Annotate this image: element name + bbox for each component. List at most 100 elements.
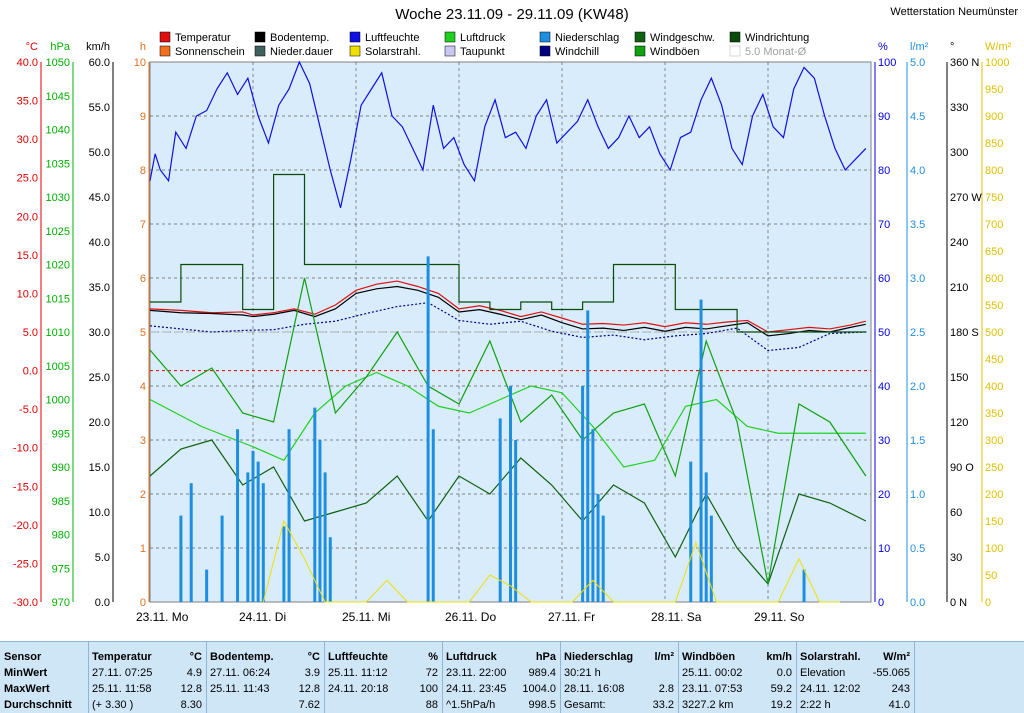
axis-tick-right: 3.0 [910,273,925,285]
stats-label: Durchschnitt [4,699,72,711]
stats-cell: 24.11. 12:02 243 [800,682,910,697]
stats-cell: 24.11. 20:18 100 [328,682,438,697]
stats-label: 2:22 h [800,699,831,711]
axis-tick-left: 10.0 [17,288,38,300]
stats-label: (+ 3.30 ) [92,699,134,711]
stats-header [918,650,1020,665]
precip-bar [586,310,590,602]
precip-bar [709,515,713,602]
series-bodentemp [149,285,866,337]
stats-label: Luftdruck [446,651,497,663]
stats-cell: Gesamt: 33.2 [564,698,674,713]
axis-tick-right: 100 [878,57,896,69]
stats-value: 72 [425,667,438,679]
axis-tick-left: 1045 [46,91,70,103]
axis-tick-right: 60 [878,273,890,285]
stats-value: 41.0 [888,699,910,711]
legend-swatch [729,45,741,57]
axis-tick-right: 800 [985,165,1003,177]
legend-swatch [634,31,646,43]
series-solar [262,519,841,603]
axis-tick-left: 10.0 [89,507,110,519]
precip-bar [802,569,806,602]
stats-header: Solarstrahl. W/m² [800,650,910,665]
axis-tick-left: 20.0 [89,417,110,429]
stats-value: km/h [766,651,792,663]
axis-tick-right: 40 [878,381,890,393]
axis-tick-left: 45.0 [89,192,110,204]
stats-value: W/m² [883,651,910,663]
legend-swatch [349,31,361,43]
axis-tick-right: 20 [878,489,890,501]
axis-tick-right: 200 [985,489,1003,501]
legend-swatch [349,45,361,57]
stats-column: Temperatur °C 27.11. 07:25 4.9 25.11. 11:58 1… [88,642,207,713]
axis-unit-left: hPa [50,41,70,53]
axis-tick-right: 750 [985,192,1003,204]
legend-label: Sonnenschein [175,46,245,58]
axis-tick-right: 30 [950,552,962,564]
stats-label: 23.11. 07:53 [682,683,743,695]
precip-bar [313,407,317,602]
legend-label: Windböen [650,46,700,58]
stats-value: -55.065 [872,667,910,679]
stats-label: 25.11. 00:02 [682,667,743,679]
precip-bar [205,569,209,602]
axis-tick-left: -20.0 [13,520,38,532]
stats-column: Bodentemp. °C 27.11. 06:24 3.9 25.11. 11:43 1… [206,642,325,713]
axis-tick-left: 995 [52,428,70,440]
stats-cell [918,666,1020,681]
axis-tick-left: 20.0 [17,211,38,223]
stats-cell: 23.11. 07:53 59.2 [682,682,792,697]
axis-unit-left: °C [26,41,38,53]
stats-value: 12.8 [298,683,320,695]
axis-tick-left: 7 [140,219,146,231]
legend-swatch [539,45,551,57]
stats-value: hPa [535,651,556,663]
axis-tick-right: 330 [950,102,968,114]
axis-tick-left: 3 [140,435,146,447]
axis-tick-left: 50.0 [89,147,110,159]
series-temperatur [149,280,866,333]
axis-tick-right: 700 [985,219,1003,231]
stats-value: 4.9 [186,667,202,679]
axis-tick-left: -5.0 [19,404,38,416]
axis-tick-left: 9 [140,111,146,123]
stats-label: Gesamt: [564,699,606,711]
stats-value: 243 [891,683,910,695]
axis-tick-right: 4.5 [910,111,925,123]
axis-tick-right: 60 [950,507,962,519]
stats-panel: Sensor MinWert MaxWert Durchschnitt Temperat… [0,641,1024,713]
axis-tick-left: 8 [140,165,146,177]
axis-tick-left: 40.0 [89,237,110,249]
axis-tick-left: 1010 [46,327,70,339]
legend-label: Solarstrahl. [365,46,421,58]
stats-value: °C [307,651,320,663]
legend-label: Temperatur [175,32,231,44]
precip-bar [328,537,332,602]
precip-bar [596,494,600,602]
stats-label: Niederschlag [564,651,634,663]
precip-bar [581,386,585,602]
axis-tick-left: 15.0 [17,250,38,262]
axis-tick-left: 55.0 [89,102,110,114]
axis-tick-left: 1030 [46,192,70,204]
precip-bar [323,472,327,602]
precip-bar [220,515,224,602]
precip-bar [282,526,286,602]
axis-tick-right: 100 [985,543,1003,555]
stats-cell: 3227.2 km 19.2 [682,698,792,713]
axis-tick-left: 1025 [46,226,70,238]
axis-tick-left: -30.0 [13,597,38,609]
stats-cell: 24.11. 23:45 1004.0 [446,682,556,697]
axis-tick-left: 1050 [46,57,70,69]
precip-bar [287,429,291,602]
axis-tick-left: 35.0 [17,96,38,108]
axis-tick-right: 350 [985,408,1003,420]
stats-header: Niederschlag l/m² [564,650,674,665]
x-tick-label: 27.11. Fr [548,610,595,624]
axis-tick-right: 300 [985,435,1003,447]
axis-tick-left: 35.0 [89,282,110,294]
stats-header: Temperatur °C [92,650,202,665]
legend-swatch [254,31,266,43]
